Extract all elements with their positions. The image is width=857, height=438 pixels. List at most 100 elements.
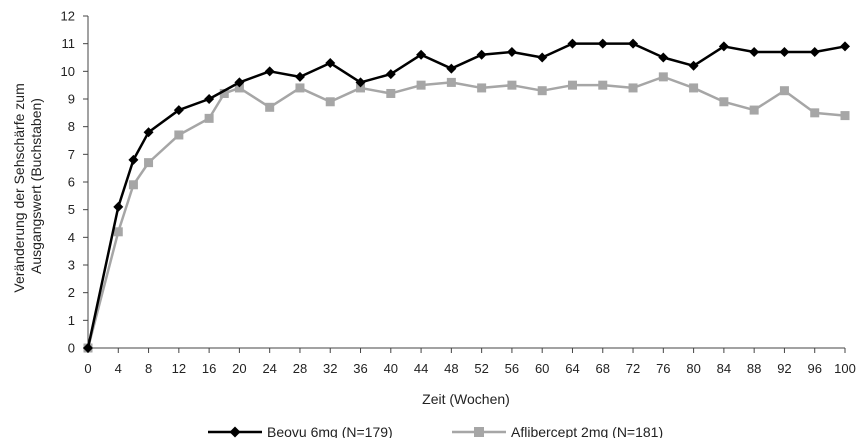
data-point: [234, 83, 244, 93]
data-point: [294, 71, 305, 82]
data-point: [840, 41, 850, 52]
series-line: [86, 42, 846, 349]
x-tick-label: 68: [596, 361, 610, 376]
data-point: [385, 69, 396, 80]
y-tick-label: 12: [61, 9, 75, 24]
x-tick-label: 40: [384, 361, 398, 376]
data-point: [749, 105, 759, 115]
data-point: [658, 72, 668, 82]
x-tick-label: 80: [686, 361, 700, 376]
data-point: [598, 80, 608, 90]
y-tick-label: 1: [68, 313, 75, 328]
data-point: [779, 46, 790, 57]
x-tick-label: 64: [565, 361, 579, 376]
x-tick-label: 36: [353, 361, 367, 376]
data-point: [128, 180, 138, 190]
x-tick-label: 92: [777, 361, 791, 376]
data-point: [416, 80, 426, 90]
x-axis-title: Zeit (Wochen): [422, 391, 510, 407]
data-point: [718, 41, 729, 52]
legend-label: Aflibercept 2mg (N=181): [511, 424, 663, 438]
y-tick-label: 2: [68, 285, 75, 300]
data-point: [688, 60, 699, 71]
data-point: [356, 83, 366, 93]
x-tick-label: 60: [535, 361, 549, 376]
data-point: [416, 49, 427, 60]
x-tick-label: 88: [747, 361, 761, 376]
data-point: [537, 52, 548, 63]
series-line: [86, 75, 846, 349]
data-point: [128, 154, 139, 165]
y-tick-label: 5: [68, 202, 75, 217]
y-tick-label: 0: [68, 341, 75, 356]
y-tick-label: 8: [68, 119, 75, 134]
x-tick-label: 32: [323, 361, 337, 376]
legend-marker: [474, 427, 484, 437]
data-point: [809, 46, 820, 57]
y-axis-title: Veränderung der Sehschärfe zum Ausgangsw…: [11, 79, 44, 292]
data-point: [204, 113, 214, 123]
data-point: [234, 77, 245, 88]
series-1: [83, 38, 850, 353]
x-tick-label: 72: [626, 361, 640, 376]
x-tick-label: 4: [115, 361, 122, 376]
data-point: [83, 343, 93, 353]
data-point: [658, 52, 669, 63]
data-point: [325, 97, 335, 107]
data-point: [144, 158, 154, 168]
data-point: [476, 49, 487, 60]
y-tick-label: 11: [62, 36, 76, 51]
data-point: [113, 201, 124, 212]
data-point: [507, 80, 517, 90]
x-tick-label: 44: [414, 361, 428, 376]
data-point: [325, 58, 336, 69]
data-point: [689, 83, 699, 93]
data-point: [477, 83, 487, 93]
y-tick-label: 10: [61, 64, 75, 79]
y-axis-title-line-1: Veränderung der Sehschärfe zum: [11, 83, 27, 292]
series-2: [83, 72, 850, 353]
x-tick-label: 8: [145, 361, 152, 376]
x-tick-label: 16: [202, 361, 216, 376]
data-point: [173, 105, 184, 116]
data-point: [719, 97, 729, 107]
x-tick-label: 20: [232, 361, 246, 376]
data-point: [506, 46, 517, 57]
x-tick-label: 24: [262, 361, 276, 376]
y-axis-title-line-2: Ausgangswert (Buchstaben): [28, 98, 44, 274]
data-point: [840, 111, 850, 121]
x-tick-label: 48: [444, 361, 458, 376]
data-point: [204, 94, 215, 104]
data-point: [174, 130, 184, 140]
legend-label: Beovu 6mg (N=179): [267, 424, 393, 438]
data-point: [597, 38, 608, 49]
data-point: [567, 80, 577, 90]
x-tick-label: 0: [84, 361, 91, 376]
x-tick-label: 76: [656, 361, 670, 376]
y-tick-label: 6: [68, 175, 75, 190]
y-tick-label: 3: [68, 258, 75, 273]
data-point: [295, 83, 305, 93]
data-point: [219, 88, 229, 98]
data-point: [537, 86, 547, 96]
data-point: [446, 63, 457, 74]
data-point: [810, 108, 820, 118]
data-point: [779, 86, 789, 96]
y-tick-label: 7: [68, 147, 75, 162]
legend: Beovu 6mg (N=179) Aflibercept 2mg (N=181): [208, 424, 663, 438]
legend-marker: [229, 426, 241, 438]
x-tick-label: 96: [807, 361, 821, 376]
data-point: [446, 77, 456, 87]
data-point: [264, 66, 275, 77]
x-tick-label: 100: [834, 361, 856, 376]
data-point: [355, 77, 366, 88]
data-point: [265, 102, 275, 112]
legend-item-1: Beovu 6mg (N=179): [208, 424, 393, 438]
data-point: [628, 83, 638, 93]
x-tick-label: 12: [172, 361, 186, 376]
x-tick-label: 84: [717, 361, 731, 376]
x-tick-label: 28: [293, 361, 307, 376]
y-tick-label: 4: [68, 230, 75, 245]
